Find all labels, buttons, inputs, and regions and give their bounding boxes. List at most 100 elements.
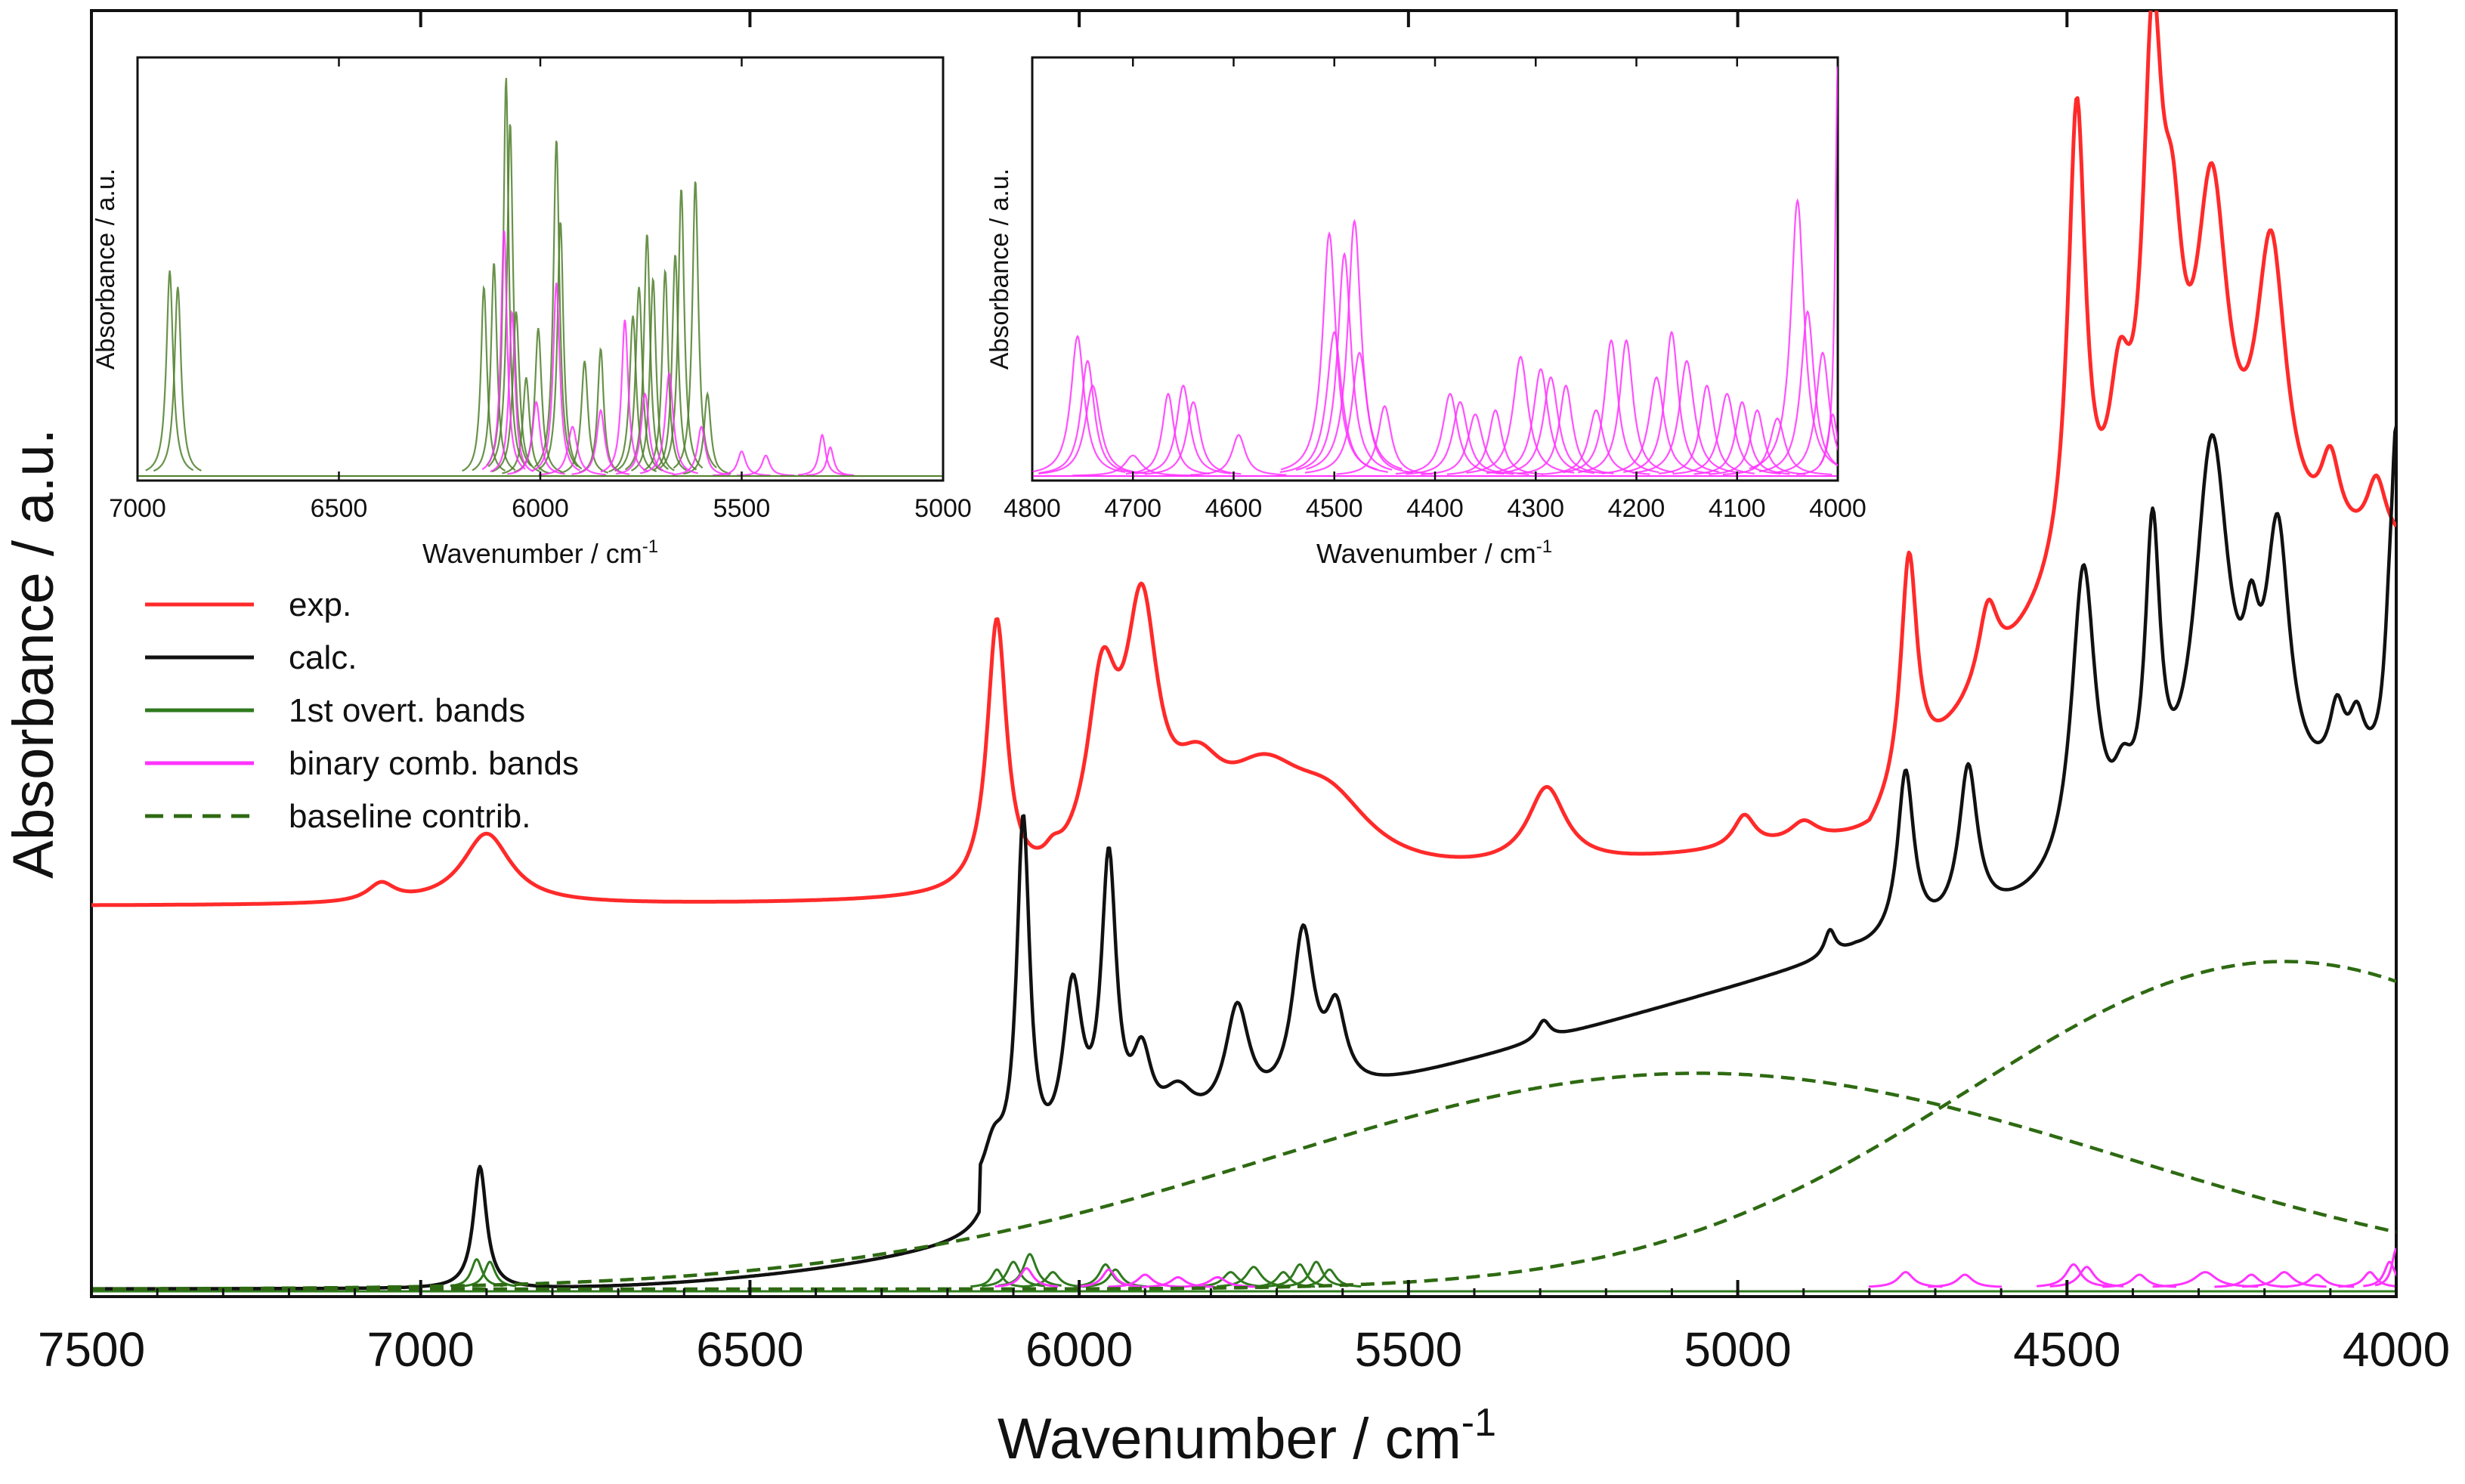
- inset-2-combination-band-23: [1563, 339, 1659, 474]
- inset-1-overtone-band-5: [487, 124, 532, 468]
- inset-2-x-axis-label: Wavenumber / cm-1: [1316, 536, 1552, 569]
- legend-label-baseline: baseline contrib.: [289, 798, 530, 835]
- main-x-axis-label-superscript: -1: [1461, 1401, 1496, 1445]
- inset-2-combination-band-4: [1125, 392, 1211, 475]
- inset-1-overtone-band-11: [560, 360, 609, 474]
- inset-2-combination-band-26: [1622, 330, 1720, 473]
- main-combination-band-3: [1141, 1275, 1215, 1288]
- main-combination-band-7: [2037, 1263, 2111, 1288]
- main-combination-band-10: [2152, 1271, 2258, 1288]
- inset-2-combination-band-9: [1295, 252, 1393, 471]
- inset-2-combination-band-31: [1709, 409, 1806, 475]
- inset-1-overtone-band-3: [472, 263, 516, 471]
- inset-1-overtone-band-18: [653, 255, 697, 471]
- main-plot-frame: [90, 9, 2398, 1298]
- inset-1-combination-band-3: [531, 283, 580, 472]
- inset-2-x-tick-label-4500: 4500: [1306, 494, 1363, 523]
- inset-2-combination-band-2: [1038, 384, 1147, 475]
- inset-2-frame: [1031, 56, 1839, 482]
- inset-2-x-tick-label-4000: 4000: [1809, 494, 1867, 523]
- main-combination-band-14: [2338, 1271, 2396, 1288]
- inset-1-combination-band-7: [615, 391, 674, 475]
- inset-2-combination-band-32: [1723, 417, 1832, 475]
- main-overtone-band-12: [1284, 1260, 1348, 1288]
- main-combination-band-2: [1108, 1273, 1183, 1288]
- inset-1-combination-band-9: [672, 425, 731, 476]
- main-x-tick-label-6000: 6000: [1025, 1322, 1133, 1377]
- inset-1-combination-band-0: [481, 230, 526, 471]
- inset-1-x-tick-label-6000: 6000: [512, 494, 569, 523]
- legend: exp. calc. 1st overt. bands binary comb. ba…: [145, 586, 579, 835]
- legend-label-calc: calc.: [289, 639, 357, 676]
- inset-1-overtone-band-7: [502, 377, 550, 475]
- inset-2-combination-band-30: [1693, 400, 1790, 475]
- main-x-tick-label-4500: 4500: [2013, 1322, 2120, 1377]
- inset-1-combination-band-4: [538, 425, 606, 476]
- inset-1-x-ticks: 7000 6500 6000 5500 5000: [109, 57, 972, 523]
- main-combination-band-15: [2363, 1260, 2396, 1288]
- inset-2-plot-area: 4800 4700 4600 4500 4400 4300 4200 4100 4000: [1004, 56, 1867, 523]
- inset-2-combination-band-10: [1306, 218, 1403, 470]
- inset-2-x-tick-label-4600: 4600: [1205, 494, 1263, 523]
- main-combination-band-8: [2049, 1266, 2124, 1288]
- main-x-tick-label-5500: 5500: [1355, 1322, 1462, 1377]
- inset-1-overtone-band-14: [614, 286, 663, 472]
- main-x-tick-label-7500: 7500: [38, 1322, 145, 1377]
- main-x-axis-label: Wavenumber / cm-1: [997, 1401, 1496, 1471]
- inset-2-x-tick-label-4100: 4100: [1709, 494, 1766, 523]
- main-combination-band-6: [1928, 1273, 2002, 1288]
- legend-label-exp: exp.: [289, 586, 351, 623]
- main-x-tick-label-4000: 4000: [2343, 1322, 2450, 1377]
- inset-2-y-axis-label: Absorbance / a.u.: [985, 168, 1014, 370]
- inset-1-overtone-band-0: [145, 270, 194, 471]
- inset-1-overtone-band-1: [153, 286, 202, 472]
- inset-1-overtone-bands: [145, 78, 731, 475]
- inset-2-combination-band-22: [1542, 409, 1650, 475]
- main-x-ticks: 7500 7000 6500 6000 5500 5000 4500 4000: [38, 11, 2450, 1377]
- exp-spectrum-line: [91, 11, 2396, 907]
- inset-1-combination-band-5: [571, 408, 630, 475]
- inset-2-combination-band-14: [1395, 392, 1505, 475]
- inset-2-combination-band-33: [1749, 198, 1838, 470]
- main-combination-band-12: [2242, 1271, 2327, 1288]
- inset-2-combination-band-37: [1819, 64, 1838, 465]
- inset-2-combination-band-36: [1796, 413, 1838, 475]
- inset-2-x-ticks: 4800 4700 4600 4500 4400 4300 4200 4100 4000: [1004, 57, 1867, 523]
- inset-2-combination-band-16: [1421, 413, 1529, 475]
- inset-1-plot-area: 7000 6500 6000 5500 5000: [109, 56, 972, 523]
- inset-2-x-tick-label-4700: 4700: [1104, 494, 1161, 523]
- main-x-tick-label-7000: 7000: [367, 1322, 475, 1377]
- inset-2-x-axis-label-superscript: -1: [1536, 536, 1552, 557]
- inset-2-combination-band-6: [1145, 400, 1242, 475]
- inset-1-x-axis-label-text: Wavenumber / cm: [422, 538, 642, 569]
- inset-2-x-tick-label-4300: 4300: [1507, 494, 1564, 523]
- inset-1-x-tick-label-6500: 6500: [311, 494, 368, 523]
- inset-2-x-tick-label-4800: 4800: [1004, 494, 1061, 523]
- inset-1-combination-band-6: [600, 320, 649, 473]
- baseline-1-dashed-line: [91, 1071, 2396, 1291]
- inset-1-x-tick-label-7000: 7000: [109, 494, 166, 523]
- inset-2-combination-band-3: [1072, 454, 1193, 477]
- inset-2-combination-band-5: [1134, 384, 1232, 475]
- main-y-axis-label: Absorbance / a.u.: [2, 428, 66, 879]
- main-x-axis-label-text: Wavenumber / cm: [997, 1407, 1461, 1471]
- inset-2-combination-band-34: [1758, 310, 1838, 473]
- inset-1-series-group: [138, 78, 943, 477]
- main-x-tick-label-6500: 6500: [696, 1322, 803, 1377]
- inset-1-x-axis-label: Wavenumber / cm-1: [422, 536, 658, 569]
- inset-1-overtone-band-6: [491, 311, 540, 473]
- inset-2-combination-band-0: [1032, 335, 1126, 473]
- main-series-group: [91, 11, 2396, 1293]
- inset-1-x-axis-label-superscript: -1: [642, 536, 658, 557]
- inset-1-x-tick-label-5000: 5000: [914, 494, 972, 523]
- main-x-tick-label-5000: 5000: [1684, 1322, 1791, 1377]
- inset-2-combination-band-35: [1774, 351, 1838, 474]
- inset-2-combination-band-28: [1658, 384, 1755, 475]
- inset-1-frame: [136, 56, 945, 482]
- main-combination-band-0: [994, 1266, 1059, 1288]
- main-combination-band-1: [1077, 1268, 1141, 1288]
- main-overtone-band-4: [970, 1268, 1024, 1288]
- inset-1-combination-band-13: [806, 446, 855, 477]
- inset-1-x-tick-label-5500: 5500: [713, 494, 771, 523]
